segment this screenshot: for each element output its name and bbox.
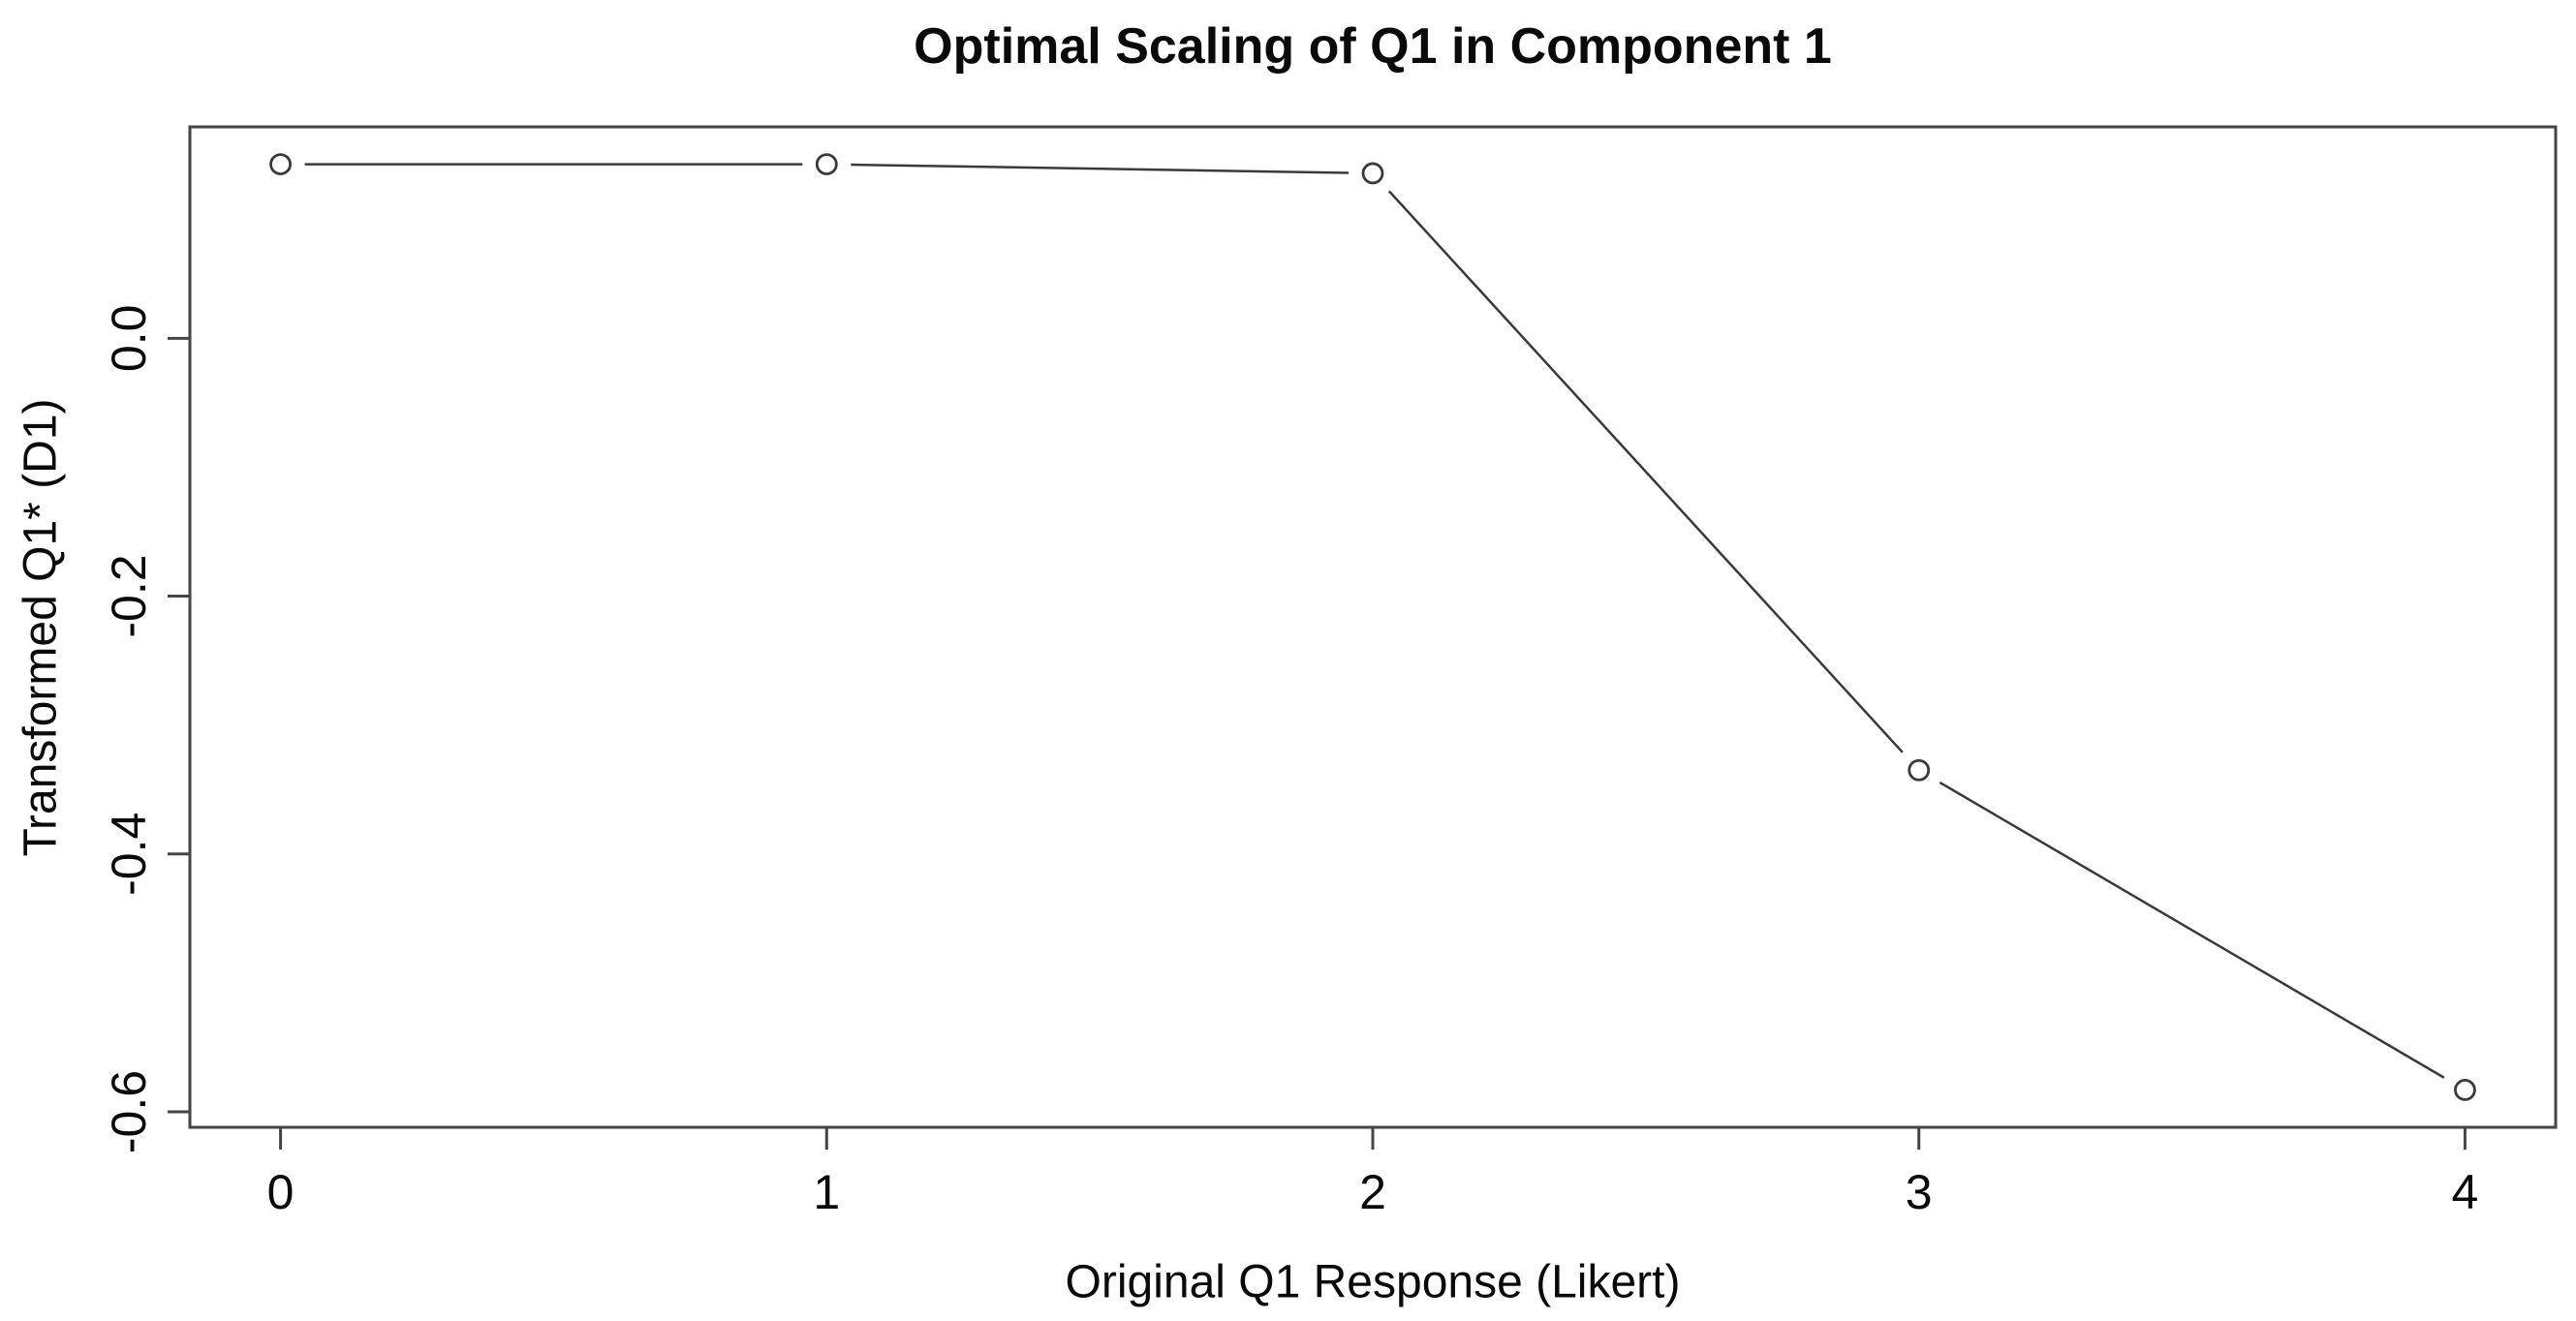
x-tick-label: 0 — [267, 1165, 295, 1219]
data-line-segment — [1939, 781, 2445, 1079]
data-line-segment — [1387, 190, 1904, 753]
x-tick-label: 2 — [1359, 1165, 1386, 1219]
x-tick-label: 3 — [1906, 1165, 1933, 1219]
y-tick-label: -0.6 — [102, 1070, 156, 1153]
data-point-marker — [2454, 1078, 2476, 1101]
y-tick-label: 0.0 — [102, 305, 156, 373]
x-axis-label: Original Q1 Response (Likert) — [1065, 1256, 1681, 1308]
y-tick-label: -0.4 — [102, 813, 156, 896]
y-tick-label: -0.2 — [102, 554, 156, 637]
x-tick-label: 4 — [2452, 1165, 2479, 1219]
data-line-segment — [851, 163, 1350, 174]
chart-title: Optimal Scaling of Q1 in Component 1 — [914, 18, 1832, 75]
data-point-marker — [1361, 162, 1384, 185]
data-point-marker — [269, 153, 292, 176]
data-point-marker — [815, 153, 838, 176]
plot-box — [188, 125, 2558, 1129]
data-point-marker — [1908, 758, 1931, 782]
x-tick-label: 1 — [813, 1165, 840, 1219]
